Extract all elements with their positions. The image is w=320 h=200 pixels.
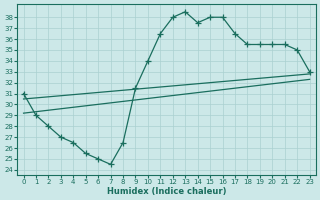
X-axis label: Humidex (Indice chaleur): Humidex (Indice chaleur) bbox=[107, 187, 226, 196]
